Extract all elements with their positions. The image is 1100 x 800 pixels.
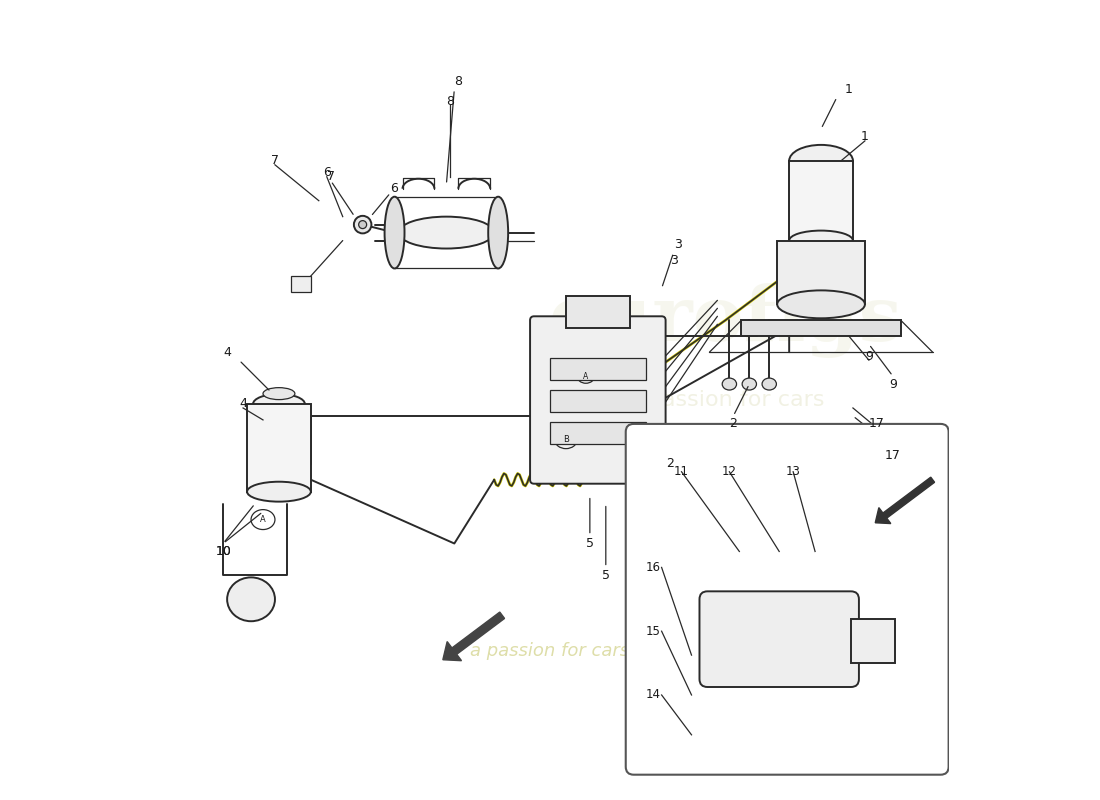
Ellipse shape xyxy=(723,378,737,390)
Text: 17: 17 xyxy=(869,418,884,430)
Text: a passion for cars: a passion for cars xyxy=(471,642,629,660)
Ellipse shape xyxy=(398,217,494,249)
Text: 17: 17 xyxy=(884,450,901,462)
Ellipse shape xyxy=(359,221,366,229)
Text: 2: 2 xyxy=(666,458,673,470)
Ellipse shape xyxy=(638,398,645,404)
Text: 10: 10 xyxy=(216,545,231,558)
Text: 8: 8 xyxy=(454,74,462,88)
Bar xyxy=(851,619,894,663)
Ellipse shape xyxy=(733,593,746,606)
Bar xyxy=(248,404,311,492)
Text: 8: 8 xyxy=(447,94,454,107)
Ellipse shape xyxy=(776,595,783,603)
Text: 10: 10 xyxy=(216,545,231,558)
Ellipse shape xyxy=(638,366,645,372)
Ellipse shape xyxy=(248,482,311,502)
Ellipse shape xyxy=(762,378,777,390)
Ellipse shape xyxy=(686,707,697,715)
Ellipse shape xyxy=(627,366,632,372)
Text: 5: 5 xyxy=(586,537,594,550)
Text: 6: 6 xyxy=(322,166,331,179)
Text: 9: 9 xyxy=(889,378,896,390)
Ellipse shape xyxy=(742,378,757,390)
Text: 11: 11 xyxy=(674,466,689,478)
Text: 4: 4 xyxy=(223,346,231,358)
Ellipse shape xyxy=(253,394,305,414)
Text: eurofigs: eurofigs xyxy=(549,282,902,358)
Text: 13: 13 xyxy=(785,466,801,478)
Text: A: A xyxy=(260,515,266,524)
Ellipse shape xyxy=(627,398,632,404)
Text: A: A xyxy=(583,371,588,381)
Text: 1: 1 xyxy=(861,130,869,143)
Ellipse shape xyxy=(789,145,852,177)
Polygon shape xyxy=(789,161,852,241)
Ellipse shape xyxy=(638,430,645,436)
Text: 15: 15 xyxy=(646,625,660,638)
Ellipse shape xyxy=(488,197,508,269)
FancyArrow shape xyxy=(443,612,505,661)
FancyBboxPatch shape xyxy=(530,316,666,484)
Ellipse shape xyxy=(385,197,405,269)
Text: 5: 5 xyxy=(602,569,609,582)
Bar xyxy=(290,277,311,292)
Ellipse shape xyxy=(227,578,275,622)
Text: 4: 4 xyxy=(239,398,248,410)
Ellipse shape xyxy=(812,600,818,607)
Text: 3: 3 xyxy=(670,254,678,267)
Polygon shape xyxy=(778,241,865,304)
Ellipse shape xyxy=(686,731,697,739)
Text: B: B xyxy=(563,435,569,444)
Text: 1: 1 xyxy=(845,82,853,95)
Ellipse shape xyxy=(789,230,852,250)
Text: 2: 2 xyxy=(729,418,737,430)
Bar xyxy=(550,358,646,380)
Text: 6: 6 xyxy=(390,182,398,195)
Text: 14: 14 xyxy=(646,689,661,702)
Text: a passion for cars: a passion for cars xyxy=(627,390,824,410)
Text: 16: 16 xyxy=(646,561,661,574)
Text: 9: 9 xyxy=(865,350,872,362)
Ellipse shape xyxy=(686,675,697,683)
Text: 3: 3 xyxy=(673,238,682,251)
Bar xyxy=(550,422,646,444)
Bar xyxy=(550,390,646,412)
FancyArrow shape xyxy=(876,477,935,523)
Text: 7: 7 xyxy=(271,154,279,167)
FancyBboxPatch shape xyxy=(626,424,948,774)
FancyBboxPatch shape xyxy=(700,591,859,687)
Ellipse shape xyxy=(778,290,865,318)
Ellipse shape xyxy=(263,388,295,400)
Text: 7: 7 xyxy=(327,170,334,183)
Text: 12: 12 xyxy=(722,466,737,478)
Ellipse shape xyxy=(627,430,632,436)
Polygon shape xyxy=(741,320,901,336)
Ellipse shape xyxy=(354,216,372,234)
Bar xyxy=(565,296,629,328)
